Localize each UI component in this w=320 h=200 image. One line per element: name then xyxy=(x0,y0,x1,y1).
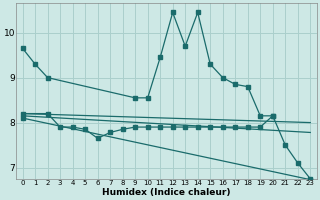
X-axis label: Humidex (Indice chaleur): Humidex (Indice chaleur) xyxy=(102,188,231,197)
